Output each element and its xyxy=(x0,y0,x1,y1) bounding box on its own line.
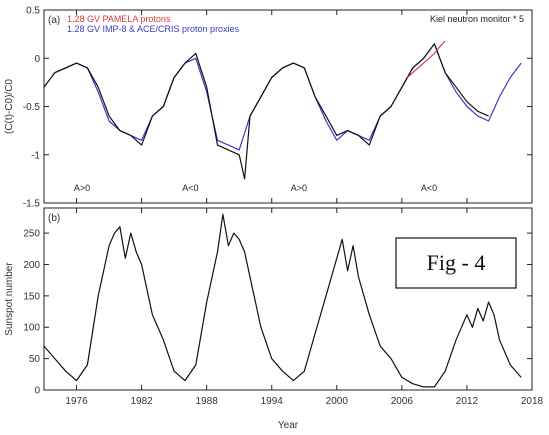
panel-a-y-axis-label: (C(t)-C0)/C0 xyxy=(4,79,15,134)
panel-b-label: (b) xyxy=(48,213,60,224)
x-tick-label: 1988 xyxy=(196,396,219,407)
x-tick-label: 1976 xyxy=(65,396,88,407)
panel-a-ytick-label: -1 xyxy=(31,150,40,161)
figure-number-frame xyxy=(395,237,517,289)
polarity-label: A>0 xyxy=(291,183,307,193)
x-tick-label: 2006 xyxy=(391,396,414,407)
panel-a-ytick-label: 0.5 xyxy=(26,6,40,17)
x-tick-label: 2000 xyxy=(326,396,349,407)
polarity-label: A<0 xyxy=(421,183,437,193)
panel-b-series-line-sunspot-number xyxy=(43,213,522,388)
panel-b-ytick-label: 200 xyxy=(23,260,40,271)
figure-number-label: Fig - 4 xyxy=(427,250,486,275)
x-tick-label: 2018 xyxy=(521,396,544,407)
panel-a-series-line-kiel-neutron-monitor-5 xyxy=(43,43,489,180)
panel-b-y-ticks: 250 200 150 100 50 0 xyxy=(23,229,532,397)
panel-a-series-line-1-28-gv-pamela-protons xyxy=(406,40,446,78)
figure-number-box: Fig - 4 xyxy=(395,237,517,289)
x-tick-label: 2012 xyxy=(456,396,479,407)
panel-a-label: (a) xyxy=(48,15,60,26)
polarity-label: A<0 xyxy=(182,183,198,193)
panel-b-ytick-label: 100 xyxy=(23,323,40,334)
panel-b-ytick-label: 250 xyxy=(23,229,40,240)
panel-a-series xyxy=(43,40,522,180)
polarity-label: A>0 xyxy=(74,183,90,193)
legend-entry: 1.28 GV IMP-8 & ACE/CRIS proton proxies xyxy=(67,24,240,34)
x-tick-label: 1982 xyxy=(130,396,153,407)
kiel-annotation: Kiel neutron monitor * 5 xyxy=(430,14,524,24)
polarity-labels: A>0 A<0 A>0 A<0 xyxy=(74,183,437,193)
legend-entry: 1.28 GV PAMELA protons xyxy=(67,14,171,24)
x-axis-label: Year xyxy=(278,420,299,431)
panel-b-ytick-label: 150 xyxy=(23,291,40,302)
panel-b-ytick-label: 50 xyxy=(29,354,41,365)
panel-b-series xyxy=(43,213,522,388)
panel-a-ytick-label: 0 xyxy=(34,54,40,65)
panel-a-y-ticks: 0.5 0 -0.5 -1 -1.5 xyxy=(23,6,532,210)
panel-a-x-ticks xyxy=(76,10,533,203)
panel-b-x-ticks: 1976 1982 1988 1994 2000 2006 2012 2018 xyxy=(65,208,544,407)
x-tick-label: 1994 xyxy=(261,396,284,407)
panel-a: (C(t)-C0)/C0 (a) 1.28 GV PAMELA protons1… xyxy=(4,6,533,210)
panel-b-frame xyxy=(43,207,533,391)
panel-b-ytick-label: 0 xyxy=(34,386,40,397)
panel-a-ytick-label: -0.5 xyxy=(23,102,41,113)
panel-b-y-axis-label: Sunspot number xyxy=(4,262,15,336)
panel-a-ytick-label: -1.5 xyxy=(23,199,41,210)
